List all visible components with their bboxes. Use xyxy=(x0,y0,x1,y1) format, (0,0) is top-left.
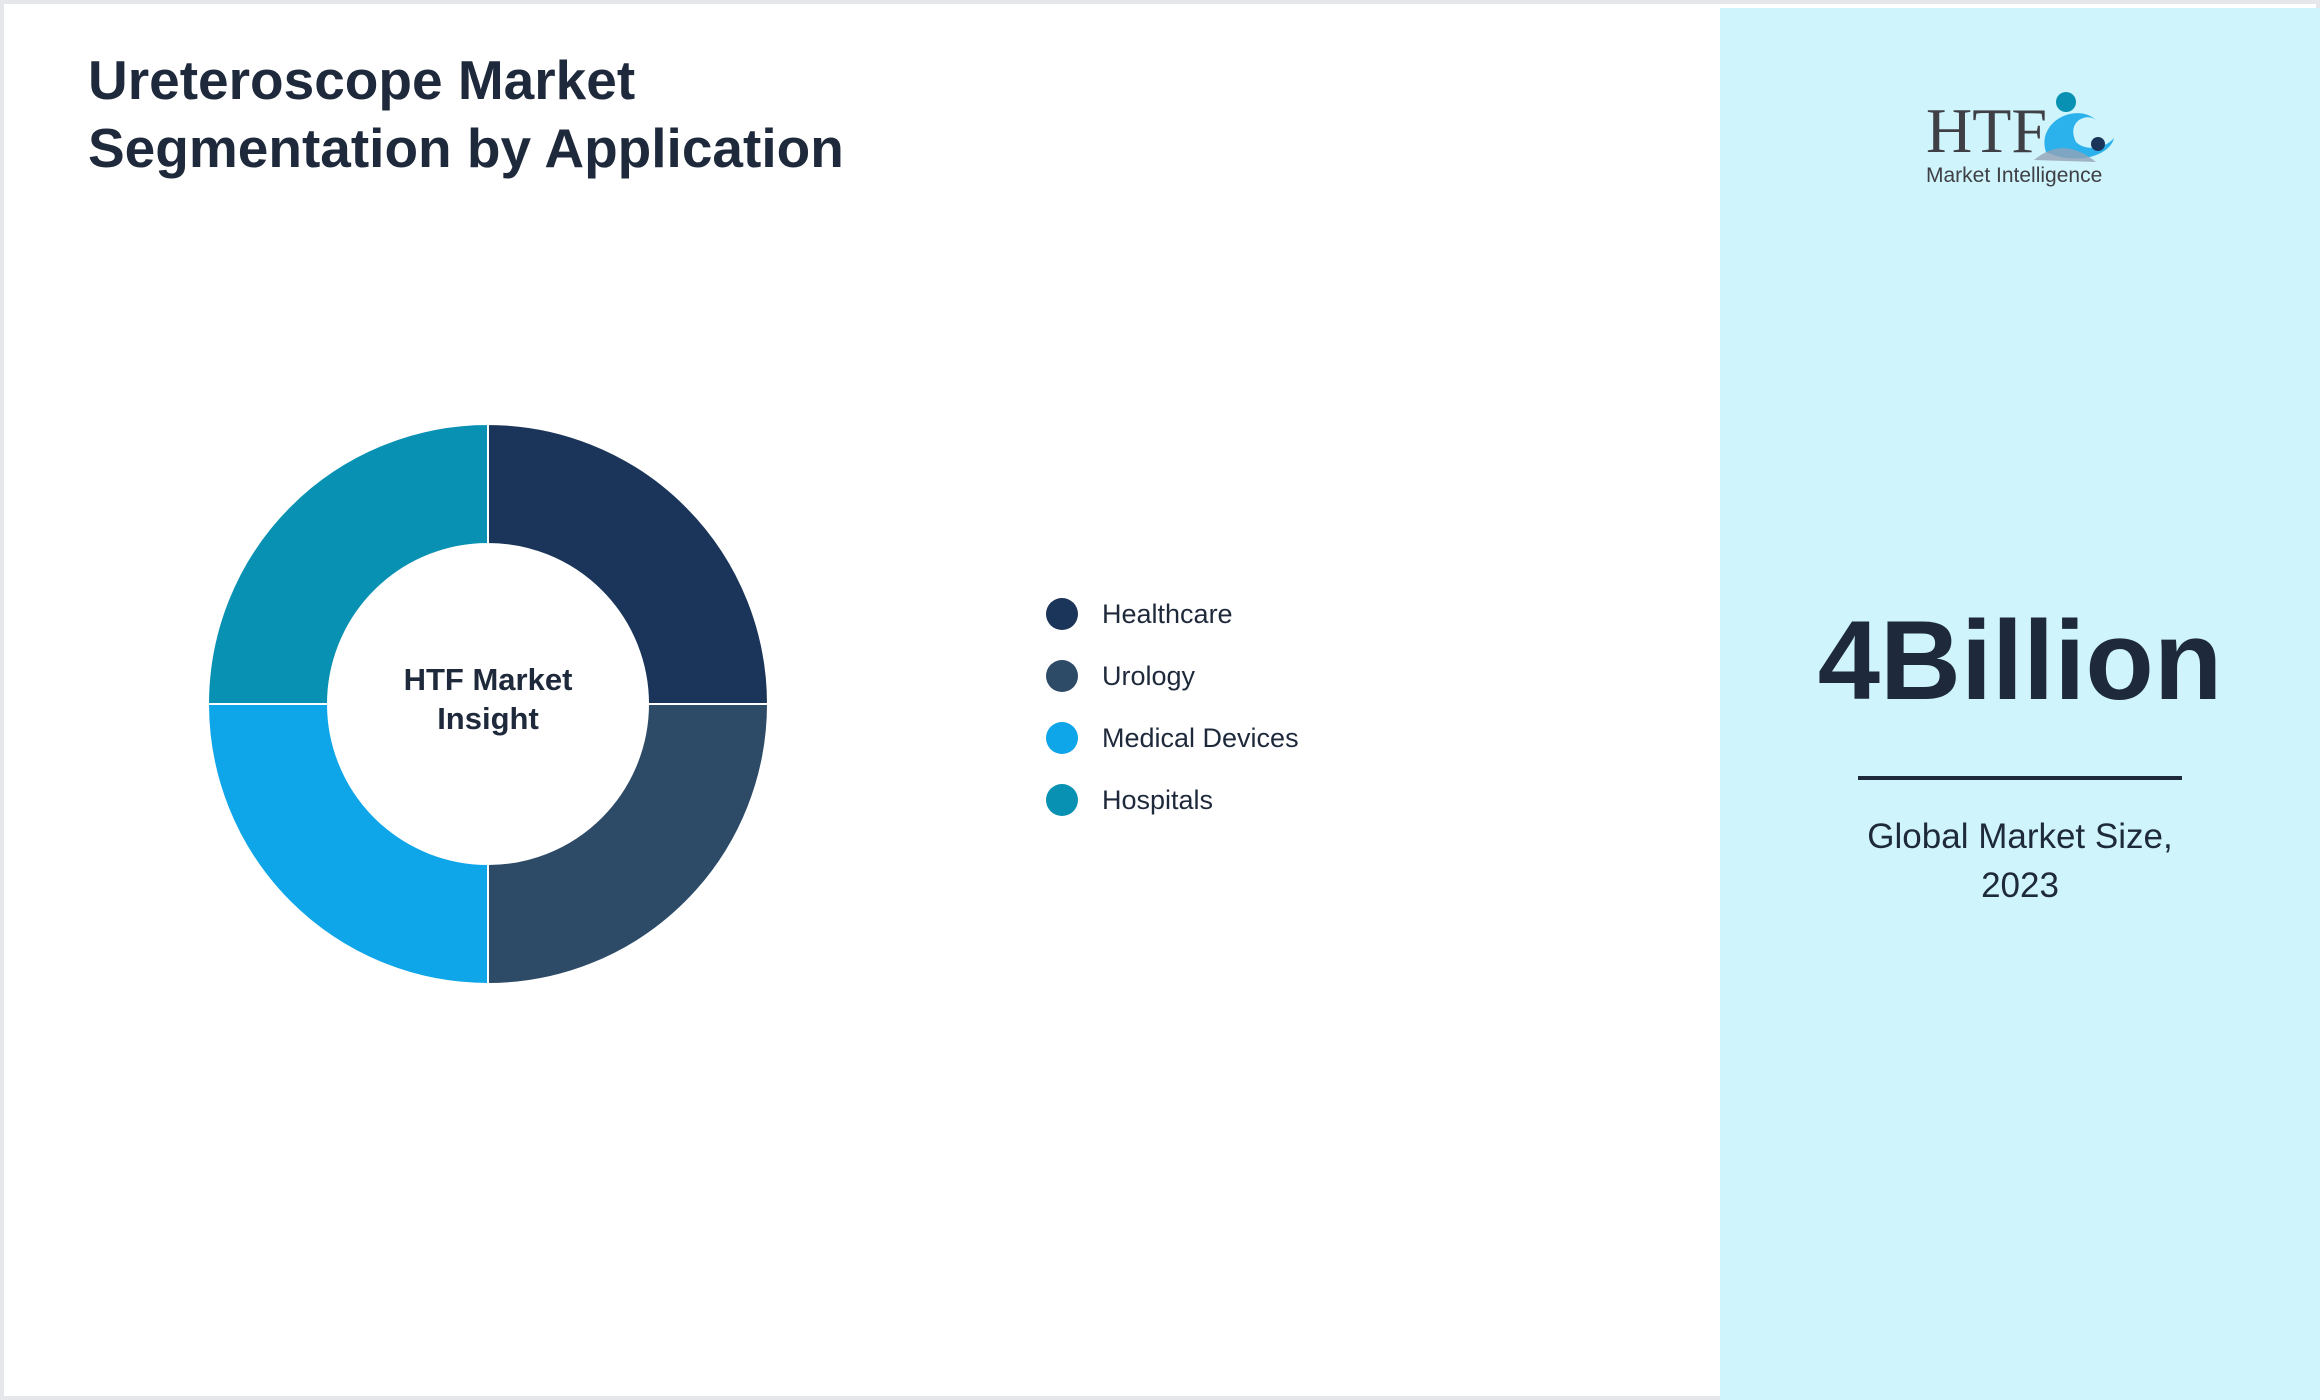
legend-label: Medical Devices xyxy=(1102,722,1299,753)
summary-panel: HTF Market Intelligence 4Billion Global … xyxy=(1720,8,2320,1400)
legend-swatch xyxy=(1046,784,1078,816)
donut-slice-urology xyxy=(487,703,770,986)
legend-label: Healthcare xyxy=(1102,598,1233,629)
legend-item-urology: Urology xyxy=(1046,645,1299,707)
market-size-caption: Global Market Size, 2023 xyxy=(1720,812,2320,910)
logo-figure-swirl xyxy=(2044,113,2114,159)
page-title: Ureteroscope Market Segmentation by Appl… xyxy=(88,46,1088,182)
value-divider xyxy=(1858,776,2182,780)
chart-legend: Healthcare Urology Medical Devices Hospital… xyxy=(1046,583,1299,831)
donut-chart xyxy=(206,422,770,986)
logo-figure-base xyxy=(2034,148,2096,162)
legend-swatch xyxy=(1046,660,1078,692)
legend-item-hospitals: Hospitals xyxy=(1046,769,1299,831)
caption-line-1: Global Market Size, xyxy=(1867,817,2173,856)
legend-label: Hospitals xyxy=(1102,784,1214,815)
legend-label: Urology xyxy=(1102,660,1196,691)
center-label-line-1: HTF Market xyxy=(403,662,573,697)
logo-mark-text: HTF xyxy=(1926,95,2047,166)
legend-item-healthcare: Healthcare xyxy=(1046,583,1299,645)
donut-slice-healthcare xyxy=(487,422,770,705)
logo-text: Market Intelligence xyxy=(1926,164,2103,187)
donut-center-label: HTF Market Insight xyxy=(338,660,638,738)
caption-line-2: 2023 xyxy=(1981,866,2059,905)
title-line-1: Ureteroscope Market xyxy=(88,49,636,111)
center-label-line-2: Insight xyxy=(437,701,539,736)
legend-swatch xyxy=(1046,598,1078,630)
legend-swatch xyxy=(1046,722,1078,754)
htf-logo-mark: HTF xyxy=(1926,92,2114,166)
logo-figure-dot xyxy=(2091,137,2105,151)
logo-figure-head xyxy=(2056,92,2076,112)
donut-slice-hospitals xyxy=(206,422,489,705)
htf-logo: HTF Market Intelligence xyxy=(1926,82,2116,192)
title-line-2: Segmentation by Application xyxy=(88,117,844,179)
market-size-value: 4Billion xyxy=(1817,598,2223,723)
donut-slice-medical-devices xyxy=(206,703,489,986)
legend-item-medical-devices: Medical Devices xyxy=(1046,707,1299,769)
